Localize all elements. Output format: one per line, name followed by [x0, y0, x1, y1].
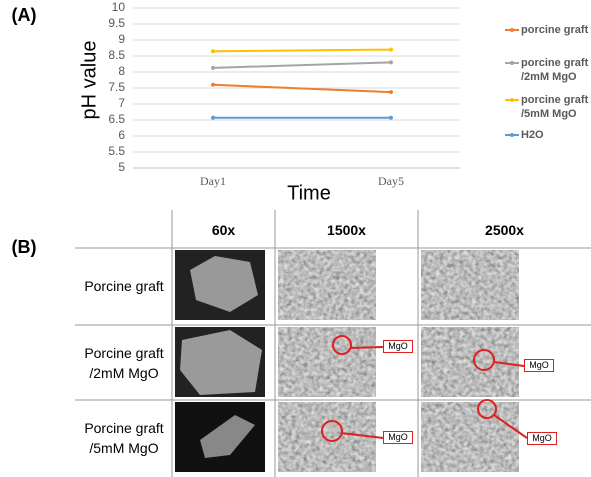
x-tick-label: Day1 — [200, 174, 226, 188]
table-grid — [75, 210, 591, 477]
row-label: Porcine graft /5mM MgO — [84, 420, 164, 456]
sem-image — [278, 327, 376, 397]
data-point — [211, 82, 215, 87]
y-axis-title: pH value — [78, 41, 100, 120]
y-tick-label: 6 — [118, 128, 125, 142]
data-point — [389, 115, 393, 120]
x-tick-label: Day5 — [378, 174, 404, 188]
panel-label: (A) — [12, 5, 37, 25]
legend-swatch — [510, 28, 514, 32]
sem-image — [421, 402, 519, 472]
particle — [190, 256, 258, 312]
particle — [200, 415, 255, 458]
legend-swatch — [510, 133, 514, 137]
sem-image — [421, 327, 519, 397]
x-axis-title: Time — [287, 182, 331, 204]
sem-image — [278, 402, 376, 472]
legend-label: porcine graft /2mM MgO — [521, 57, 589, 83]
y-tick-label: 10 — [112, 0, 126, 14]
column-header: 1500x — [327, 222, 366, 238]
column-header: 60x — [211, 222, 236, 238]
legend-label: H2O — [521, 129, 544, 141]
annotation: MgO — [383, 340, 413, 353]
data-point — [211, 65, 215, 70]
sem-images — [175, 250, 519, 472]
y-tick-label: 5.5 — [108, 144, 125, 158]
legend-label: porcine graft /5mM MgO — [521, 94, 589, 120]
legend-swatch — [510, 98, 514, 102]
annotation: MgO — [383, 431, 413, 444]
data-point — [389, 90, 393, 95]
y-tick-label: 8 — [118, 64, 125, 78]
y-tick-label: 7.5 — [108, 80, 125, 94]
data-line — [212, 83, 392, 94]
row-label: Porcine graft /2mM MgO — [84, 345, 164, 381]
data-point — [389, 60, 393, 65]
data-line — [212, 61, 392, 69]
data-point — [389, 47, 393, 52]
y-tick-label: 6.5 — [108, 112, 125, 126]
data-point — [211, 49, 215, 54]
y-tick-label: 9 — [118, 32, 125, 46]
legend-swatch — [510, 61, 514, 65]
annotation: MgO — [527, 432, 557, 445]
particle — [180, 330, 262, 395]
sem-image — [421, 250, 519, 320]
column-header: 2500x — [485, 222, 524, 238]
data-point — [211, 115, 215, 120]
y-tick-label: 8.5 — [108, 48, 125, 62]
y-tick-label: 5 — [118, 160, 125, 174]
y-tick-label: 7 — [118, 96, 125, 110]
legend-label: porcine graft — [521, 24, 589, 36]
annotation-marks — [321, 335, 528, 442]
y-tick-label: 9.5 — [108, 16, 125, 30]
row-label: Porcine graft — [84, 278, 164, 294]
annotation: MgO — [524, 359, 554, 372]
panel-label: (B) — [12, 237, 37, 257]
data-line — [212, 48, 392, 53]
sem-image — [278, 250, 376, 320]
